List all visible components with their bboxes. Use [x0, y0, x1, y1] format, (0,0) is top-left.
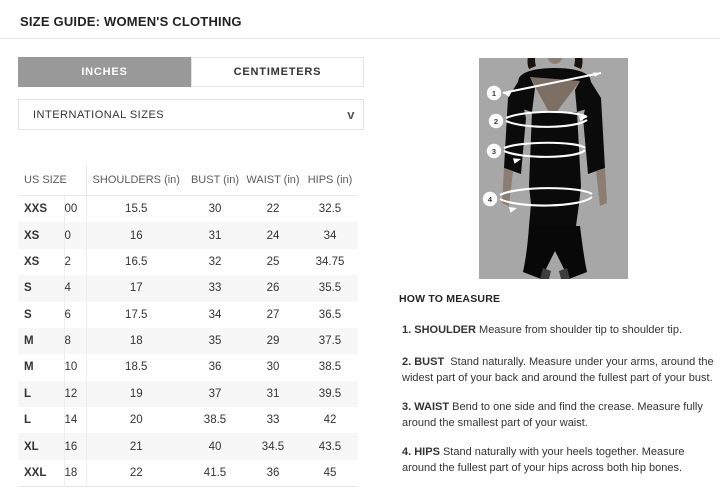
svg-text:1: 1 [492, 89, 496, 98]
svg-text:2: 2 [494, 117, 498, 126]
svg-text:3: 3 [492, 147, 496, 156]
